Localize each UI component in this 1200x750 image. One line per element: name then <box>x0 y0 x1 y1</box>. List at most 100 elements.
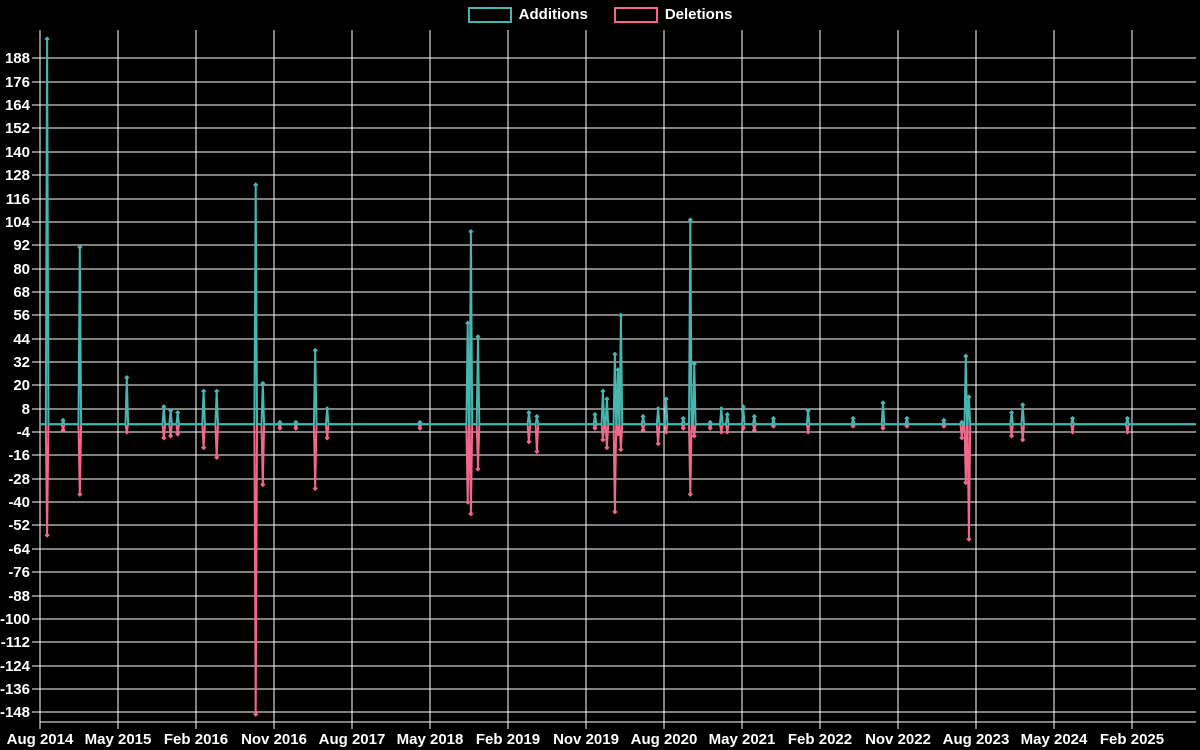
data-point-marker <box>293 425 299 431</box>
data-point-marker <box>1124 429 1131 435</box>
y-tick-label: 140 <box>5 144 30 161</box>
data-point-marker <box>260 380 266 386</box>
data-point-marker <box>526 439 532 445</box>
data-point-marker <box>44 36 50 42</box>
data-point-marker <box>77 491 83 497</box>
data-point-marker <box>44 532 50 538</box>
x-tick-label: Aug 2017 <box>319 731 386 748</box>
data-point-marker <box>77 244 83 250</box>
y-tick-label: -64 <box>8 541 30 558</box>
x-tick-label: Feb 2016 <box>164 731 228 748</box>
y-tick-label: 32 <box>13 354 30 371</box>
data-point-marker <box>253 182 259 188</box>
data-point-marker <box>277 419 283 425</box>
x-tick-label: Feb 2019 <box>476 731 540 748</box>
data-point-marker <box>707 425 713 431</box>
data-point-marker <box>60 417 66 423</box>
data-point-marker <box>687 491 693 497</box>
data-point-marker <box>592 425 598 431</box>
y-tick-label: -76 <box>8 564 30 581</box>
y-tick-label: -148 <box>0 704 30 721</box>
data-point-marker <box>1009 409 1015 416</box>
data-point-marker <box>1009 433 1015 439</box>
data-point-marker <box>1124 415 1131 422</box>
data-point-marker <box>880 425 886 431</box>
data-point-marker <box>612 509 618 515</box>
legend-item-additions[interactable]: Additions <box>467 6 588 24</box>
data-point-marker <box>592 411 598 418</box>
data-point-marker <box>175 431 181 437</box>
data-point-marker <box>201 388 207 394</box>
data-point-marker <box>724 429 730 435</box>
data-point-marker <box>1020 437 1026 443</box>
data-point-marker <box>260 481 266 488</box>
data-point-marker <box>663 429 669 435</box>
data-point-marker <box>600 437 606 443</box>
data-point-marker <box>724 411 730 418</box>
additions-series-line <box>39 38 1196 426</box>
data-point-marker <box>465 499 471 505</box>
y-tick-label: -40 <box>8 494 30 511</box>
data-point-marker <box>1069 415 1076 422</box>
y-tick-label: 152 <box>5 120 30 137</box>
x-tick-label: Nov 2019 <box>553 731 619 748</box>
y-tick-label: 20 <box>13 377 30 394</box>
legend-item-deletions[interactable]: Deletions <box>613 6 732 24</box>
deletions-markers <box>44 423 1131 717</box>
data-point-marker <box>468 511 474 517</box>
y-tick-label: -52 <box>8 517 30 534</box>
chart-legend: Additions Deletions <box>0 6 1200 24</box>
y-tick-label: 188 <box>5 50 30 67</box>
y-tick-label: -16 <box>8 447 30 464</box>
y-tick-label: 56 <box>13 307 30 324</box>
data-point-marker <box>604 396 610 402</box>
y-tick-label: 128 <box>5 167 30 184</box>
data-point-marker <box>201 445 207 451</box>
y-tick-label: 104 <box>5 214 31 231</box>
data-point-marker <box>959 435 965 441</box>
data-point-marker <box>417 419 423 425</box>
data-point-marker <box>770 415 777 422</box>
additions-markers <box>44 36 1131 425</box>
data-point-marker <box>740 404 746 410</box>
y-tick-label: 44 <box>13 331 30 348</box>
y-tick-label: -136 <box>0 681 30 698</box>
data-point-marker <box>417 425 423 431</box>
y-tick-label: 116 <box>6 191 30 208</box>
y-tick-label: -88 <box>8 588 30 605</box>
data-point-marker <box>904 415 910 422</box>
data-point-marker <box>718 406 724 412</box>
data-point-marker <box>687 217 693 223</box>
data-point-marker <box>663 396 669 402</box>
data-point-marker <box>941 417 947 423</box>
data-point-marker <box>718 429 724 435</box>
x-tick-label: May 2015 <box>85 731 152 748</box>
y-tick-label: -100 <box>0 611 30 628</box>
data-point-marker <box>534 448 540 455</box>
data-point-marker <box>751 427 757 433</box>
data-point-marker <box>600 388 606 394</box>
data-point-marker <box>124 374 130 381</box>
y-tick-label: 92 <box>13 237 30 254</box>
y-tick-label: 164 <box>5 97 31 114</box>
additions-swatch-icon <box>467 7 512 23</box>
data-point-marker <box>680 415 686 422</box>
data-point-marker <box>640 427 646 433</box>
data-point-marker <box>691 361 697 367</box>
data-point-marker <box>615 367 621 373</box>
data-point-marker <box>604 445 610 451</box>
data-point-marker <box>805 408 811 414</box>
data-point-marker <box>475 466 481 472</box>
data-point-marker <box>740 425 746 431</box>
x-tick-label: Aug 2023 <box>943 731 1010 748</box>
data-point-marker <box>691 433 697 439</box>
x-tick-label: Feb 2025 <box>1100 731 1164 748</box>
x-tick-label: May 2018 <box>397 731 464 748</box>
data-point-marker <box>959 419 965 425</box>
data-point-marker <box>805 429 811 435</box>
data-point-marker <box>534 413 540 420</box>
data-point-marker <box>253 711 259 717</box>
data-point-marker <box>966 394 972 400</box>
